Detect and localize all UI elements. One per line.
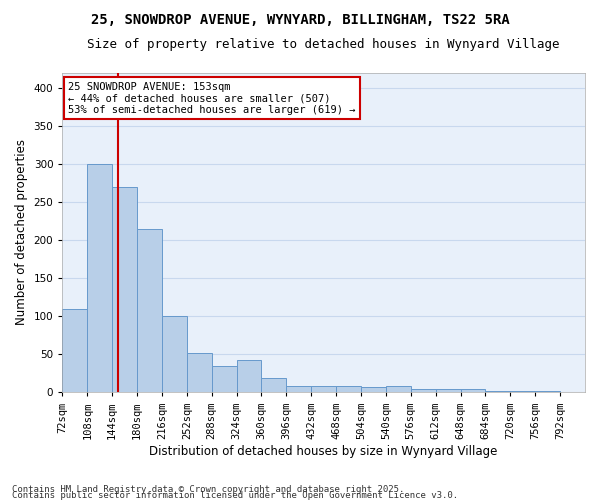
Bar [187, 353, 212, 393]
Text: 25 SNOWDROP AVENUE: 153sqm
← 44% of detached houses are smaller (507)
53% of sem: 25 SNOWDROP AVENUE: 153sqm ← 44% of deta… [68, 82, 355, 115]
Bar [162, 316, 187, 392]
Bar [286, 386, 311, 392]
Bar [485, 391, 511, 392]
Bar [535, 391, 560, 392]
Bar [137, 228, 162, 392]
Bar [311, 386, 336, 392]
X-axis label: Distribution of detached houses by size in Wynyard Village: Distribution of detached houses by size … [149, 444, 498, 458]
Bar [236, 360, 262, 392]
Bar [461, 388, 485, 392]
Bar [336, 386, 361, 392]
Title: Size of property relative to detached houses in Wynyard Village: Size of property relative to detached ho… [88, 38, 560, 51]
Bar [62, 308, 87, 392]
Bar [262, 378, 286, 392]
Bar [361, 387, 386, 392]
Bar [411, 390, 436, 392]
Text: Contains public sector information licensed under the Open Government Licence v3: Contains public sector information licen… [12, 490, 458, 500]
Text: 25, SNOWDROP AVENUE, WYNYARD, BILLINGHAM, TS22 5RA: 25, SNOWDROP AVENUE, WYNYARD, BILLINGHAM… [91, 12, 509, 26]
Bar [511, 391, 535, 392]
Bar [386, 386, 411, 392]
Bar [436, 388, 461, 392]
Bar [87, 164, 112, 392]
Bar [212, 366, 236, 392]
Y-axis label: Number of detached properties: Number of detached properties [15, 140, 28, 326]
Bar [112, 187, 137, 392]
Text: Contains HM Land Registry data © Crown copyright and database right 2025.: Contains HM Land Registry data © Crown c… [12, 484, 404, 494]
